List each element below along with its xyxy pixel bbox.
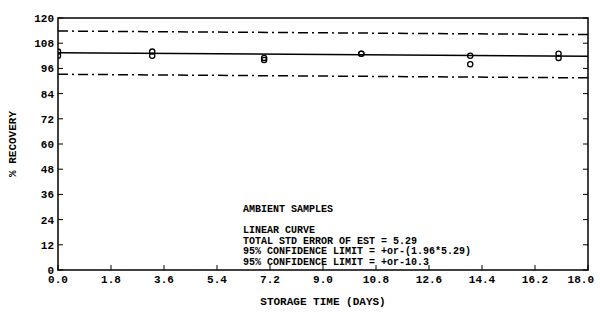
- y-tick-right: [583, 219, 588, 220]
- y-tick: [58, 270, 63, 271]
- data-point: [58, 53, 61, 58]
- chart: 012243648607284961081200.01.83.65.47.29.…: [0, 0, 600, 316]
- y-tick-label: 96: [41, 63, 54, 75]
- y-tick: [58, 68, 63, 69]
- y-tick-right: [583, 144, 588, 145]
- annotation: 95% CONFIDENCE LIMIT = +or-(1.96*5.29): [243, 246, 471, 257]
- y-tick-right: [583, 118, 588, 119]
- y-tick: [58, 194, 63, 195]
- y-tick-label: 24: [41, 215, 55, 227]
- x-tick: [111, 265, 112, 270]
- line-solid: [58, 53, 588, 57]
- x-tick-label: 5.4: [207, 274, 227, 286]
- x-tick-label: 0.0: [48, 274, 68, 286]
- annotation: 95% CONFIDENCE LIMIT = +or-10.3: [243, 257, 429, 268]
- y-tick-right: [583, 194, 588, 195]
- y-tick: [58, 18, 63, 19]
- x-tick: [58, 265, 59, 270]
- y-tick: [58, 118, 63, 119]
- x-tick: [164, 265, 165, 270]
- y-tick-right: [583, 169, 588, 170]
- x-tick: [535, 265, 536, 270]
- y-axis-title: % RECOVERY: [7, 111, 19, 177]
- plot-marks: [58, 31, 588, 78]
- annotation: LINEAR CURVE: [243, 225, 315, 236]
- background: [0, 0, 600, 316]
- plot-frame: [58, 18, 588, 270]
- x-tick-label: 12.6: [416, 274, 442, 286]
- y-tick-label: 120: [34, 13, 54, 25]
- line-dashdot: [58, 74, 588, 78]
- annotation: TOTAL STD ERROR OF EST = 5.29: [243, 236, 417, 247]
- x-tick: [588, 265, 589, 270]
- x-tick-label: 14.4: [469, 274, 496, 286]
- y-tick-right: [583, 68, 588, 69]
- y-tick: [58, 93, 63, 94]
- x-tick-label: 10.8: [363, 274, 390, 286]
- line-dashdot: [58, 31, 588, 35]
- x-axis-title: STORAGE TIME (DAYS): [260, 296, 385, 308]
- annotation: AMBIENT SAMPLES: [243, 204, 333, 215]
- y-tick: [58, 169, 63, 170]
- x-tick: [217, 265, 218, 270]
- y-tick-label: 72: [41, 114, 54, 126]
- x-tick-label: 1.8: [101, 274, 121, 286]
- y-tick: [58, 144, 63, 145]
- y-tick-label: 48: [41, 164, 55, 176]
- y-tick-right: [583, 93, 588, 94]
- y-tick-right: [583, 270, 588, 271]
- x-tick-label: 9.0: [313, 274, 333, 286]
- data-point: [359, 51, 364, 56]
- y-tick-right: [583, 18, 588, 19]
- y-tick-label: 108: [34, 38, 54, 50]
- data-point: [262, 57, 267, 62]
- x-tick: [482, 265, 483, 270]
- y-tick-label: 84: [41, 89, 55, 101]
- y-tick: [58, 219, 63, 220]
- y-tick-label: 36: [41, 189, 54, 201]
- x-tick-label: 3.6: [154, 274, 174, 286]
- x-tick-label: 16.2: [522, 274, 548, 286]
- y-tick-right: [583, 244, 588, 245]
- y-tick-label: 12: [41, 240, 54, 252]
- x-tick-label: 18.0: [568, 274, 594, 286]
- y-tick: [58, 244, 63, 245]
- x-tick-label: 7.2: [260, 274, 280, 286]
- y-tick: [58, 43, 63, 44]
- y-tick-label: 60: [41, 139, 54, 151]
- data-point: [468, 62, 473, 67]
- y-tick-right: [583, 43, 588, 44]
- data-point: [359, 51, 364, 56]
